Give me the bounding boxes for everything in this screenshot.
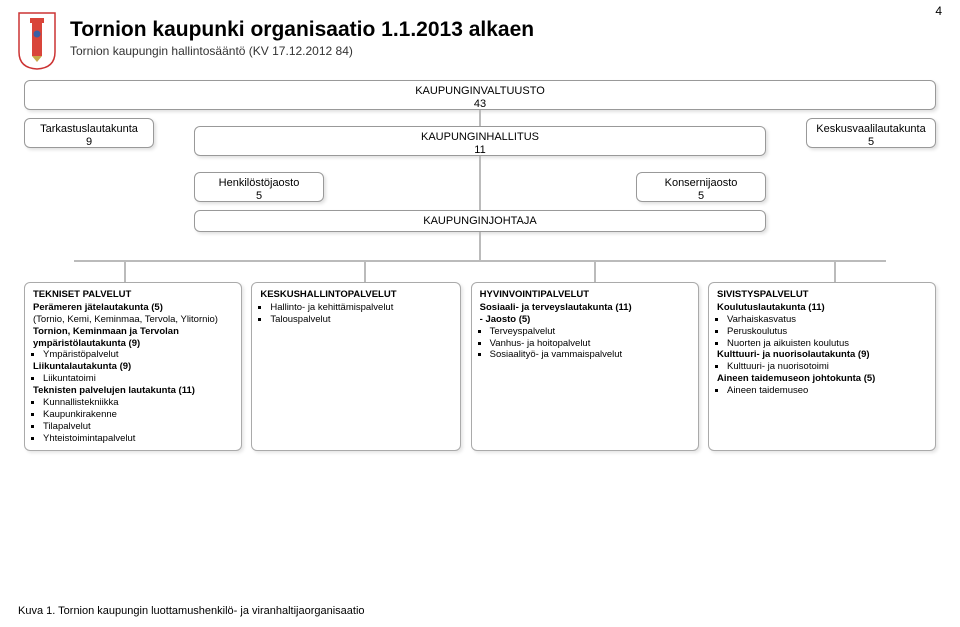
line: (Tornio, Kemi, Keminmaa, Tervola, Ylitor… — [33, 314, 233, 326]
connector — [74, 260, 886, 262]
list-item: Talouspalvelut — [270, 314, 452, 326]
line: Liikuntalautakunta (9) — [33, 361, 233, 373]
line: Tornion, Keminmaan ja Tervolan ympäristö… — [33, 326, 233, 350]
label: KAUPUNGINHALLITUS — [201, 131, 759, 144]
list-item: Aineen taidemuseo — [727, 385, 927, 397]
count: 5 — [813, 136, 929, 149]
box-keskusvaali: Keskusvaalilautakunta 5 — [806, 118, 936, 148]
page-number: 4 — [935, 4, 942, 18]
svc-tekniset: TEKNISET PALVELUT Perämeren jätelautakun… — [24, 282, 242, 451]
list-item: Ympäristöpalvelut — [43, 349, 233, 361]
page-subtitle: Tornion kaupungin hallintosääntö (KV 17.… — [70, 44, 534, 58]
list-item: Hallinto- ja kehittämispalvelut — [270, 302, 452, 314]
connector — [479, 156, 481, 210]
list: Terveyspalvelut Vanhus- ja hoitopalvelut… — [490, 326, 690, 362]
svc-title: HYVINVOINTIPALVELUT — [480, 289, 690, 301]
label: KAUPUNGINJOHTAJA — [201, 215, 759, 228]
line: - Jaosto (5) — [480, 314, 690, 326]
connector — [834, 260, 836, 282]
list-item: Vanhus- ja hoitopalvelut — [490, 338, 690, 350]
list: Varhaiskasvatus Peruskoulutus Nuorten ja… — [727, 314, 927, 350]
line: Aineen taidemuseon johtokunta (5) — [717, 373, 927, 385]
box-johtaja: KAUPUNGINJOHTAJA — [194, 210, 766, 232]
connector — [479, 110, 481, 126]
list-item: Nuorten ja aikuisten koulutus — [727, 338, 927, 350]
svc-title: TEKNISET PALVELUT — [33, 289, 233, 301]
connector — [479, 232, 481, 260]
box-konserni: Konsernijaosto 5 — [636, 172, 766, 202]
count: 9 — [31, 136, 147, 149]
list: Kunnallistekniikka Kaupunkirakenne Tilap… — [43, 397, 233, 445]
line: Teknisten palvelujen lautakunta (11) — [33, 385, 233, 397]
box-hallitus: KAUPUNGINHALLITUS 11 — [194, 126, 766, 156]
svc-title: KESKUSHALLINTOPALVELUT — [260, 289, 452, 301]
line: Koulutuslautakunta (11) — [717, 302, 927, 314]
svc-title: SIVISTYSPALVELUT — [717, 289, 927, 301]
connector — [594, 260, 596, 282]
count: 5 — [643, 190, 759, 203]
list: Kulttuuri- ja nuorisotoimi — [727, 361, 927, 373]
box-valtuusto: KAUPUNGINVALTUUSTO 43 — [24, 80, 936, 110]
figure-caption: Kuva 1. Tornion kaupungin luottamushenki… — [18, 605, 365, 617]
list: Ympäristöpalvelut — [43, 349, 233, 361]
list: Aineen taidemuseo — [727, 385, 927, 397]
page-title: Tornion kaupunki organisaatio 1.1.2013 a… — [70, 18, 534, 42]
line: Perämeren jätelautakunta (5) — [33, 302, 233, 314]
connector — [364, 260, 366, 282]
count: 5 — [201, 190, 317, 203]
line: Kulttuuri- ja nuorisolautakunta (9) — [717, 349, 927, 361]
connector — [124, 260, 126, 282]
list-item: Sosiaalityö- ja vammaispalvelut — [490, 349, 690, 361]
list-item: Terveyspalvelut — [490, 326, 690, 338]
org-chart: KAUPUNGINVALTUUSTO 43 Tarkastuslautakunt… — [24, 80, 936, 550]
list-item: Yhteistoimintapalvelut — [43, 433, 233, 445]
label: KAUPUNGINVALTUUSTO — [31, 85, 929, 98]
svc-hyvinvointi: HYVINVOINTIPALVELUT Sosiaali- ja terveys… — [471, 282, 699, 451]
list: Liikuntatoimi — [43, 373, 233, 385]
box-henkilosto: Henkilöstöjaosto 5 — [194, 172, 324, 202]
list: Hallinto- ja kehittämispalvelut Talouspa… — [270, 302, 452, 326]
page: 4 Tornion kaupunki organisaatio 1.1.2013… — [0, 0, 960, 627]
label: Tarkastuslautakunta — [31, 123, 147, 136]
list-item: Liikuntatoimi — [43, 373, 233, 385]
svc-sivistys: SIVISTYSPALVELUT Koulutuslautakunta (11)… — [708, 282, 936, 451]
box-tarkastus: Tarkastuslautakunta 9 — [24, 118, 154, 148]
list-item: Varhaiskasvatus — [727, 314, 927, 326]
header: Tornion kaupunki organisaatio 1.1.2013 a… — [18, 12, 942, 70]
line: Sosiaali- ja terveyslautakunta (11) — [480, 302, 690, 314]
title-block: Tornion kaupunki organisaatio 1.1.2013 a… — [70, 12, 534, 58]
label: Keskusvaalilautakunta — [813, 123, 929, 136]
list-item: Tilapalvelut — [43, 421, 233, 433]
list-item: Peruskoulutus — [727, 326, 927, 338]
crest-icon — [18, 12, 56, 70]
list-item: Kulttuuri- ja nuorisotoimi — [727, 361, 927, 373]
svc-keskus: KESKUSHALLINTOPALVELUT Hallinto- ja kehi… — [251, 282, 461, 451]
label: Henkilöstöjaosto — [201, 177, 317, 190]
list-item: Kaupunkirakenne — [43, 409, 233, 421]
service-row: TEKNISET PALVELUT Perämeren jätelautakun… — [24, 282, 936, 451]
list-item: Kunnallistekniikka — [43, 397, 233, 409]
label: Konsernijaosto — [643, 177, 759, 190]
